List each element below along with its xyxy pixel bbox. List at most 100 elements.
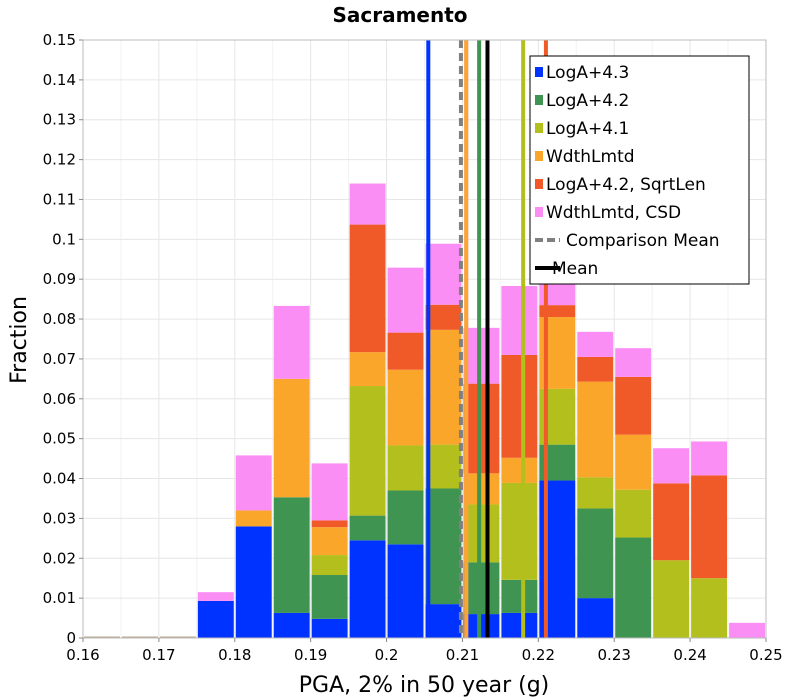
bar-segment-loga-4-3 <box>349 540 386 638</box>
y-tick-label: 0 <box>66 629 76 647</box>
bar-segment-loga-4-2 <box>615 537 652 638</box>
x-tick-label: 0.25 <box>749 646 782 664</box>
bar-segment-loga-4-2 <box>349 515 386 541</box>
bar-segment-loga-4-2 <box>501 579 538 613</box>
y-axis-ticks: 0 0.01 0.02 0.03 0.04 0.05 0.06 0.07 0.08 0.09 0.1… <box>43 31 83 647</box>
bar-segment-loga-4-1 <box>349 386 386 516</box>
legend-label: Comparison Mean <box>566 231 720 251</box>
legend-label: Mean <box>552 259 598 279</box>
y-tick-label: 0.05 <box>43 430 76 448</box>
bar-segment-loga-4-1 <box>691 578 728 638</box>
x-tick-label: 0.21 <box>446 646 479 664</box>
y-tick-label: 0.07 <box>43 350 76 368</box>
bar-segment-wdthlmtd-csd <box>273 305 310 379</box>
legend: LogA+4.3 LogA+4.2 LogA+4.1 WdthLmtd LogA+4.2… <box>529 55 750 285</box>
bar-segment-wdthlmtd <box>387 369 424 446</box>
bar-segment-loga-4-2 <box>311 575 348 619</box>
x-tick-label: 0.19 <box>294 646 327 664</box>
legend-swatch <box>535 179 543 189</box>
bar-segment-loga-4-2-sqrtlen <box>349 224 386 353</box>
bar-segment-loga-4-3 <box>577 598 614 638</box>
x-tick-label: 0.16 <box>66 646 99 664</box>
bar-segment-wdthlmtd-csd <box>463 327 500 384</box>
bar-segment-loga-4-2-sqrtlen <box>311 520 348 528</box>
y-axis-title: Fraction <box>7 296 32 384</box>
x-tick-label: 0.18 <box>218 646 251 664</box>
bar-segment-wdthlmtd <box>349 352 386 387</box>
bar-segment-wdthlmtd <box>311 527 348 556</box>
bar-segment-loga-4-2-sqrtlen <box>653 483 690 561</box>
bar-segment-wdthlmtd <box>501 457 538 483</box>
y-tick-label: 0.02 <box>43 549 76 567</box>
bar-segment-wdthlmtd-csd <box>729 622 765 638</box>
legend-swatch <box>535 67 543 77</box>
bar-segment-loga-4-1 <box>311 555 348 576</box>
y-tick-label: 0.13 <box>43 111 76 129</box>
y-tick-label: 0.08 <box>43 310 76 328</box>
bar-segment-loga-4-2 <box>387 490 424 545</box>
legend-label: LogA+4.1 <box>546 119 629 139</box>
legend-swatch <box>535 123 543 133</box>
bar-segment-loga-4-3 <box>501 612 538 638</box>
bar-segment-loga-4-2-sqrtlen <box>615 376 652 435</box>
y-tick-label: 0.15 <box>43 31 76 49</box>
bar-segment-wdthlmtd <box>463 473 500 505</box>
bar-segment-loga-4-2 <box>577 508 614 599</box>
mean-lines <box>426 40 548 638</box>
x-tick-label: 0.24 <box>673 646 706 664</box>
bar-segment-loga-4-3 <box>273 612 310 638</box>
y-tick-label: 0.12 <box>43 151 76 169</box>
bar-segment-wdthlmtd-csd <box>501 285 538 355</box>
bar-segment-loga-4-2-sqrtlen <box>691 475 728 579</box>
y-tick-label: 0.06 <box>43 390 76 408</box>
bar-segment-loga-4-2-sqrtlen <box>577 356 614 382</box>
x-axis-ticks: 0.16 0.17 0.18 0.19 0.2 0.21 0.22 0.23 0.24 0.25 <box>66 638 783 664</box>
empty-bin-marker <box>84 636 120 638</box>
bar-segment-loga-4-1 <box>425 444 462 489</box>
y-tick-label: 0.01 <box>43 589 76 607</box>
bar-segment-loga-4-3 <box>425 604 462 638</box>
plot-frame <box>82 39 767 639</box>
y-tick-label: 0.03 <box>43 509 76 527</box>
bar-segment-wdthlmtd <box>615 434 652 490</box>
bar-segment-wdthlmtd-csd <box>349 183 386 225</box>
bar-segment-wdthlmtd-csd <box>615 348 652 377</box>
bar-segment-wdthlmtd <box>577 381 614 478</box>
bar-segment-loga-4-3 <box>311 618 348 638</box>
y-tick-label: 0.1 <box>52 230 76 248</box>
bar-segment-wdthlmtd-csd <box>691 441 728 476</box>
x-tick-label: 0.23 <box>598 646 631 664</box>
bar-segment-wdthlmtd-csd <box>425 243 462 305</box>
bar-segment-wdthlmtd-csd <box>235 455 272 511</box>
bar-segment-loga-4-1 <box>387 445 424 491</box>
legend-swatch <box>535 207 543 217</box>
x-tick-label: 0.2 <box>375 646 399 664</box>
bar-segment-loga-4-3 <box>235 526 272 638</box>
bar-segment-loga-4-2-sqrtlen <box>501 354 538 458</box>
bar-segment-loga-4-1 <box>463 504 500 563</box>
legend-label: WdthLmtd, CSD <box>546 203 681 223</box>
bar-segment-loga-4-2 <box>425 488 462 605</box>
bar-segment-wdthlmtd-csd <box>197 592 234 601</box>
bar-segment-loga-4-1 <box>577 477 614 509</box>
legend-label: WdthLmtd <box>546 147 635 167</box>
empty-bin-marker <box>121 636 158 638</box>
bar-segment-loga-4-3 <box>463 614 500 638</box>
bar-segment-wdthlmtd-csd <box>577 331 614 357</box>
bar-segment-wdthlmtd <box>273 378 310 498</box>
bar-segment-loga-4-1 <box>653 560 690 638</box>
y-tick-label: 0.11 <box>43 190 76 208</box>
bar-segment-loga-4-3 <box>197 600 234 638</box>
bar-segment-loga-4-3 <box>387 544 424 638</box>
empty-bin-marker <box>159 636 196 638</box>
bar-segment-loga-4-1 <box>615 489 652 538</box>
legend-label: LogA+4.3 <box>546 63 629 83</box>
bar-segment-loga-4-2 <box>463 562 500 615</box>
x-axis-title: PGA, 2% in 50 year (g) <box>299 673 550 698</box>
bar-segment-loga-4-2-sqrtlen <box>425 304 462 330</box>
bar-segment-loga-4-2 <box>273 497 310 613</box>
bar-segment-wdthlmtd <box>235 510 272 527</box>
legend-box <box>529 55 750 285</box>
legend-label: LogA+4.2 <box>546 91 629 111</box>
